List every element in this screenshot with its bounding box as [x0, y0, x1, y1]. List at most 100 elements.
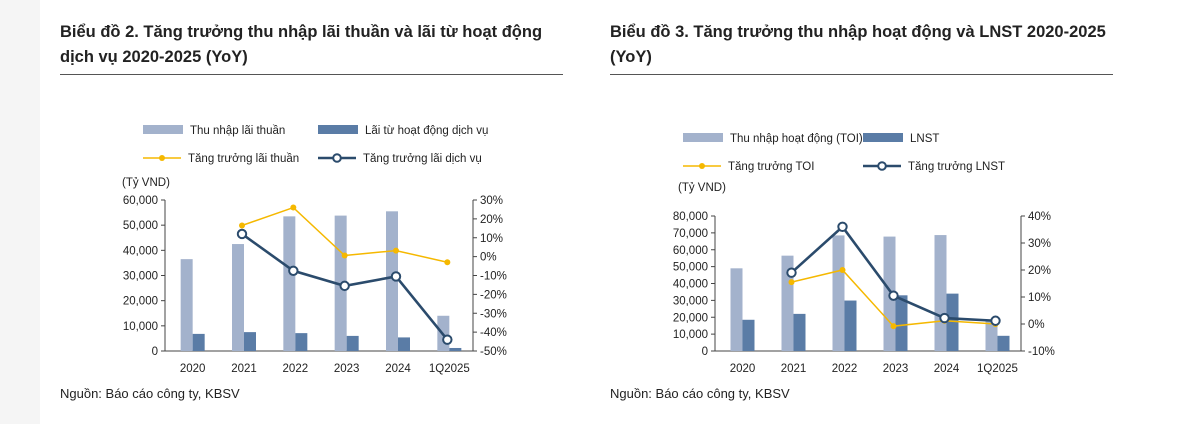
- bar-series2: [946, 293, 959, 351]
- legend-marker: [877, 161, 887, 171]
- bar-series2: [997, 335, 1010, 351]
- left-tick-label: 0: [152, 346, 158, 358]
- left-tick-label: 50,000: [673, 262, 708, 274]
- right-tick-label: -20%: [480, 289, 507, 301]
- bar-series1: [180, 259, 193, 351]
- line-point-1: [290, 204, 297, 211]
- bar-series1: [934, 235, 947, 351]
- legend-label: Lãi từ hoạt động dịch vụ: [365, 125, 488, 137]
- category-label: 2023: [334, 363, 360, 375]
- legend-marker: [332, 153, 342, 163]
- right-tick-label: 40%: [1028, 211, 1051, 223]
- line-point-2: [339, 280, 350, 292]
- legend-swatch-bar: [683, 133, 723, 142]
- line-point-2: [837, 221, 848, 233]
- line-point-2: [990, 315, 1001, 326]
- line-point-1: [788, 279, 795, 286]
- bar-series2: [742, 319, 755, 351]
- right-tick-label: -10%: [480, 271, 507, 283]
- category-label: 2022: [832, 363, 858, 375]
- right-tick-label: 30%: [1028, 238, 1051, 250]
- left-tick-label: 20,000: [673, 312, 708, 324]
- legend-label: Tăng trưởng LNST: [908, 161, 1005, 173]
- bar-series2: [449, 347, 462, 351]
- legend-marker: [699, 163, 705, 169]
- right-tick-label: 0%: [480, 252, 497, 264]
- category-label: 2020: [180, 363, 206, 375]
- chart-panel-2: Biểu đồ 2. Tăng trưởng thu nhập lãi thuầ…: [60, 0, 565, 424]
- right-tick-label: -40%: [480, 327, 507, 339]
- line-point-2: [236, 228, 248, 240]
- right-tick-label: 10%: [1028, 292, 1051, 304]
- line-point-1: [239, 222, 245, 229]
- bar-series2: [192, 333, 205, 351]
- legend-swatch-bar: [318, 125, 358, 134]
- combo-chart-3: (Tỷ VND) 0 10,000 20,000 30,000 40,000 50,000 6…: [673, 133, 1055, 375]
- left-tick-label: 0: [702, 346, 708, 358]
- bar-series1: [730, 268, 743, 351]
- chart-title-3-line2: (YoY): [610, 48, 652, 66]
- chart-title-2-line1: Biểu đồ 2. Tăng trưởng thu nhập lãi thuầ…: [60, 23, 543, 41]
- line-point-1: [393, 247, 399, 254]
- title-rule: [60, 74, 563, 75]
- line-point-1: [890, 323, 897, 330]
- legend-label: LNST: [910, 133, 939, 145]
- category-label: 2021: [231, 363, 257, 375]
- line-point-2: [390, 271, 402, 282]
- bar-series2: [398, 337, 410, 351]
- legend-label: Thu nhập lãi thuần: [190, 125, 285, 137]
- line-point-2: [288, 265, 299, 276]
- right-tick-label: -30%: [480, 308, 507, 320]
- line-point-2: [442, 334, 453, 345]
- legend-label: Tăng trưởng lãi dịch vụ: [363, 153, 482, 165]
- left-tick-label: 60,000: [123, 195, 158, 207]
- category-label: 2023: [883, 363, 909, 375]
- bar-series2: [793, 313, 806, 351]
- bar-series2: [346, 335, 359, 351]
- line-point-1: [839, 267, 846, 273]
- left-tick-label: 50,000: [123, 220, 158, 232]
- left-tick-label: 20,000: [123, 296, 158, 308]
- unit-label: (Tỷ VND): [678, 182, 726, 194]
- left-margin-strip: [0, 0, 40, 424]
- left-tick-label: 70,000: [673, 228, 708, 240]
- line-point-2: [888, 290, 899, 301]
- category-label: 2024: [385, 363, 411, 375]
- right-tick-label: -10%: [1028, 346, 1055, 358]
- line-point-2: [786, 267, 797, 278]
- source-note: Nguồn: Báo cáo công ty, KBSV: [610, 386, 790, 401]
- category-label: 2024: [934, 363, 960, 375]
- category-label: 1Q2025: [429, 363, 470, 375]
- right-tick-label: -50%: [480, 346, 507, 358]
- title-rule: [610, 74, 1113, 75]
- legend-swatch-bar: [143, 125, 183, 134]
- chart-panel-3: Biểu đồ 3. Tăng trưởng thu nhập hoạt độn…: [610, 0, 1115, 424]
- right-tick-label: 0%: [1028, 319, 1045, 331]
- bar-series2: [295, 333, 308, 351]
- legend-label: Tăng trưởng TOI: [728, 161, 814, 173]
- bar-series2: [895, 295, 908, 351]
- left-tick-label: 60,000: [673, 245, 708, 257]
- right-tick-label: 20%: [480, 214, 503, 226]
- category-label: 1Q2025: [977, 363, 1018, 375]
- left-tick-label: 10,000: [123, 321, 158, 333]
- category-label: 2021: [781, 363, 807, 375]
- legend-marker: [159, 155, 165, 161]
- category-label: 2020: [730, 363, 756, 375]
- unit-label: (Tỷ VND): [122, 177, 170, 189]
- legend-label: Thu nhập hoạt động (TOI): [730, 133, 863, 145]
- legend-swatch-bar: [863, 133, 903, 142]
- chart-title-3: Biểu đồ 3. Tăng trưởng thu nhập hoạt độn…: [610, 20, 1106, 70]
- bar-series2: [244, 332, 256, 351]
- line-point-1: [444, 259, 451, 266]
- bar-series1: [832, 235, 845, 351]
- left-tick-label: 30,000: [673, 295, 708, 307]
- category-label: 2022: [283, 363, 309, 375]
- left-tick-label: 40,000: [673, 279, 708, 291]
- combo-chart-2: (Tỷ VND) 0 10,000 20,000 30,000 40,000 50,000 6…: [122, 125, 507, 375]
- right-tick-label: 30%: [480, 195, 503, 207]
- chart-title-2: Biểu đồ 2. Tăng trưởng thu nhập lãi thuầ…: [60, 20, 542, 70]
- line-point-2: [939, 312, 950, 324]
- bar-series1: [985, 321, 998, 351]
- left-tick-label: 10,000: [673, 329, 708, 341]
